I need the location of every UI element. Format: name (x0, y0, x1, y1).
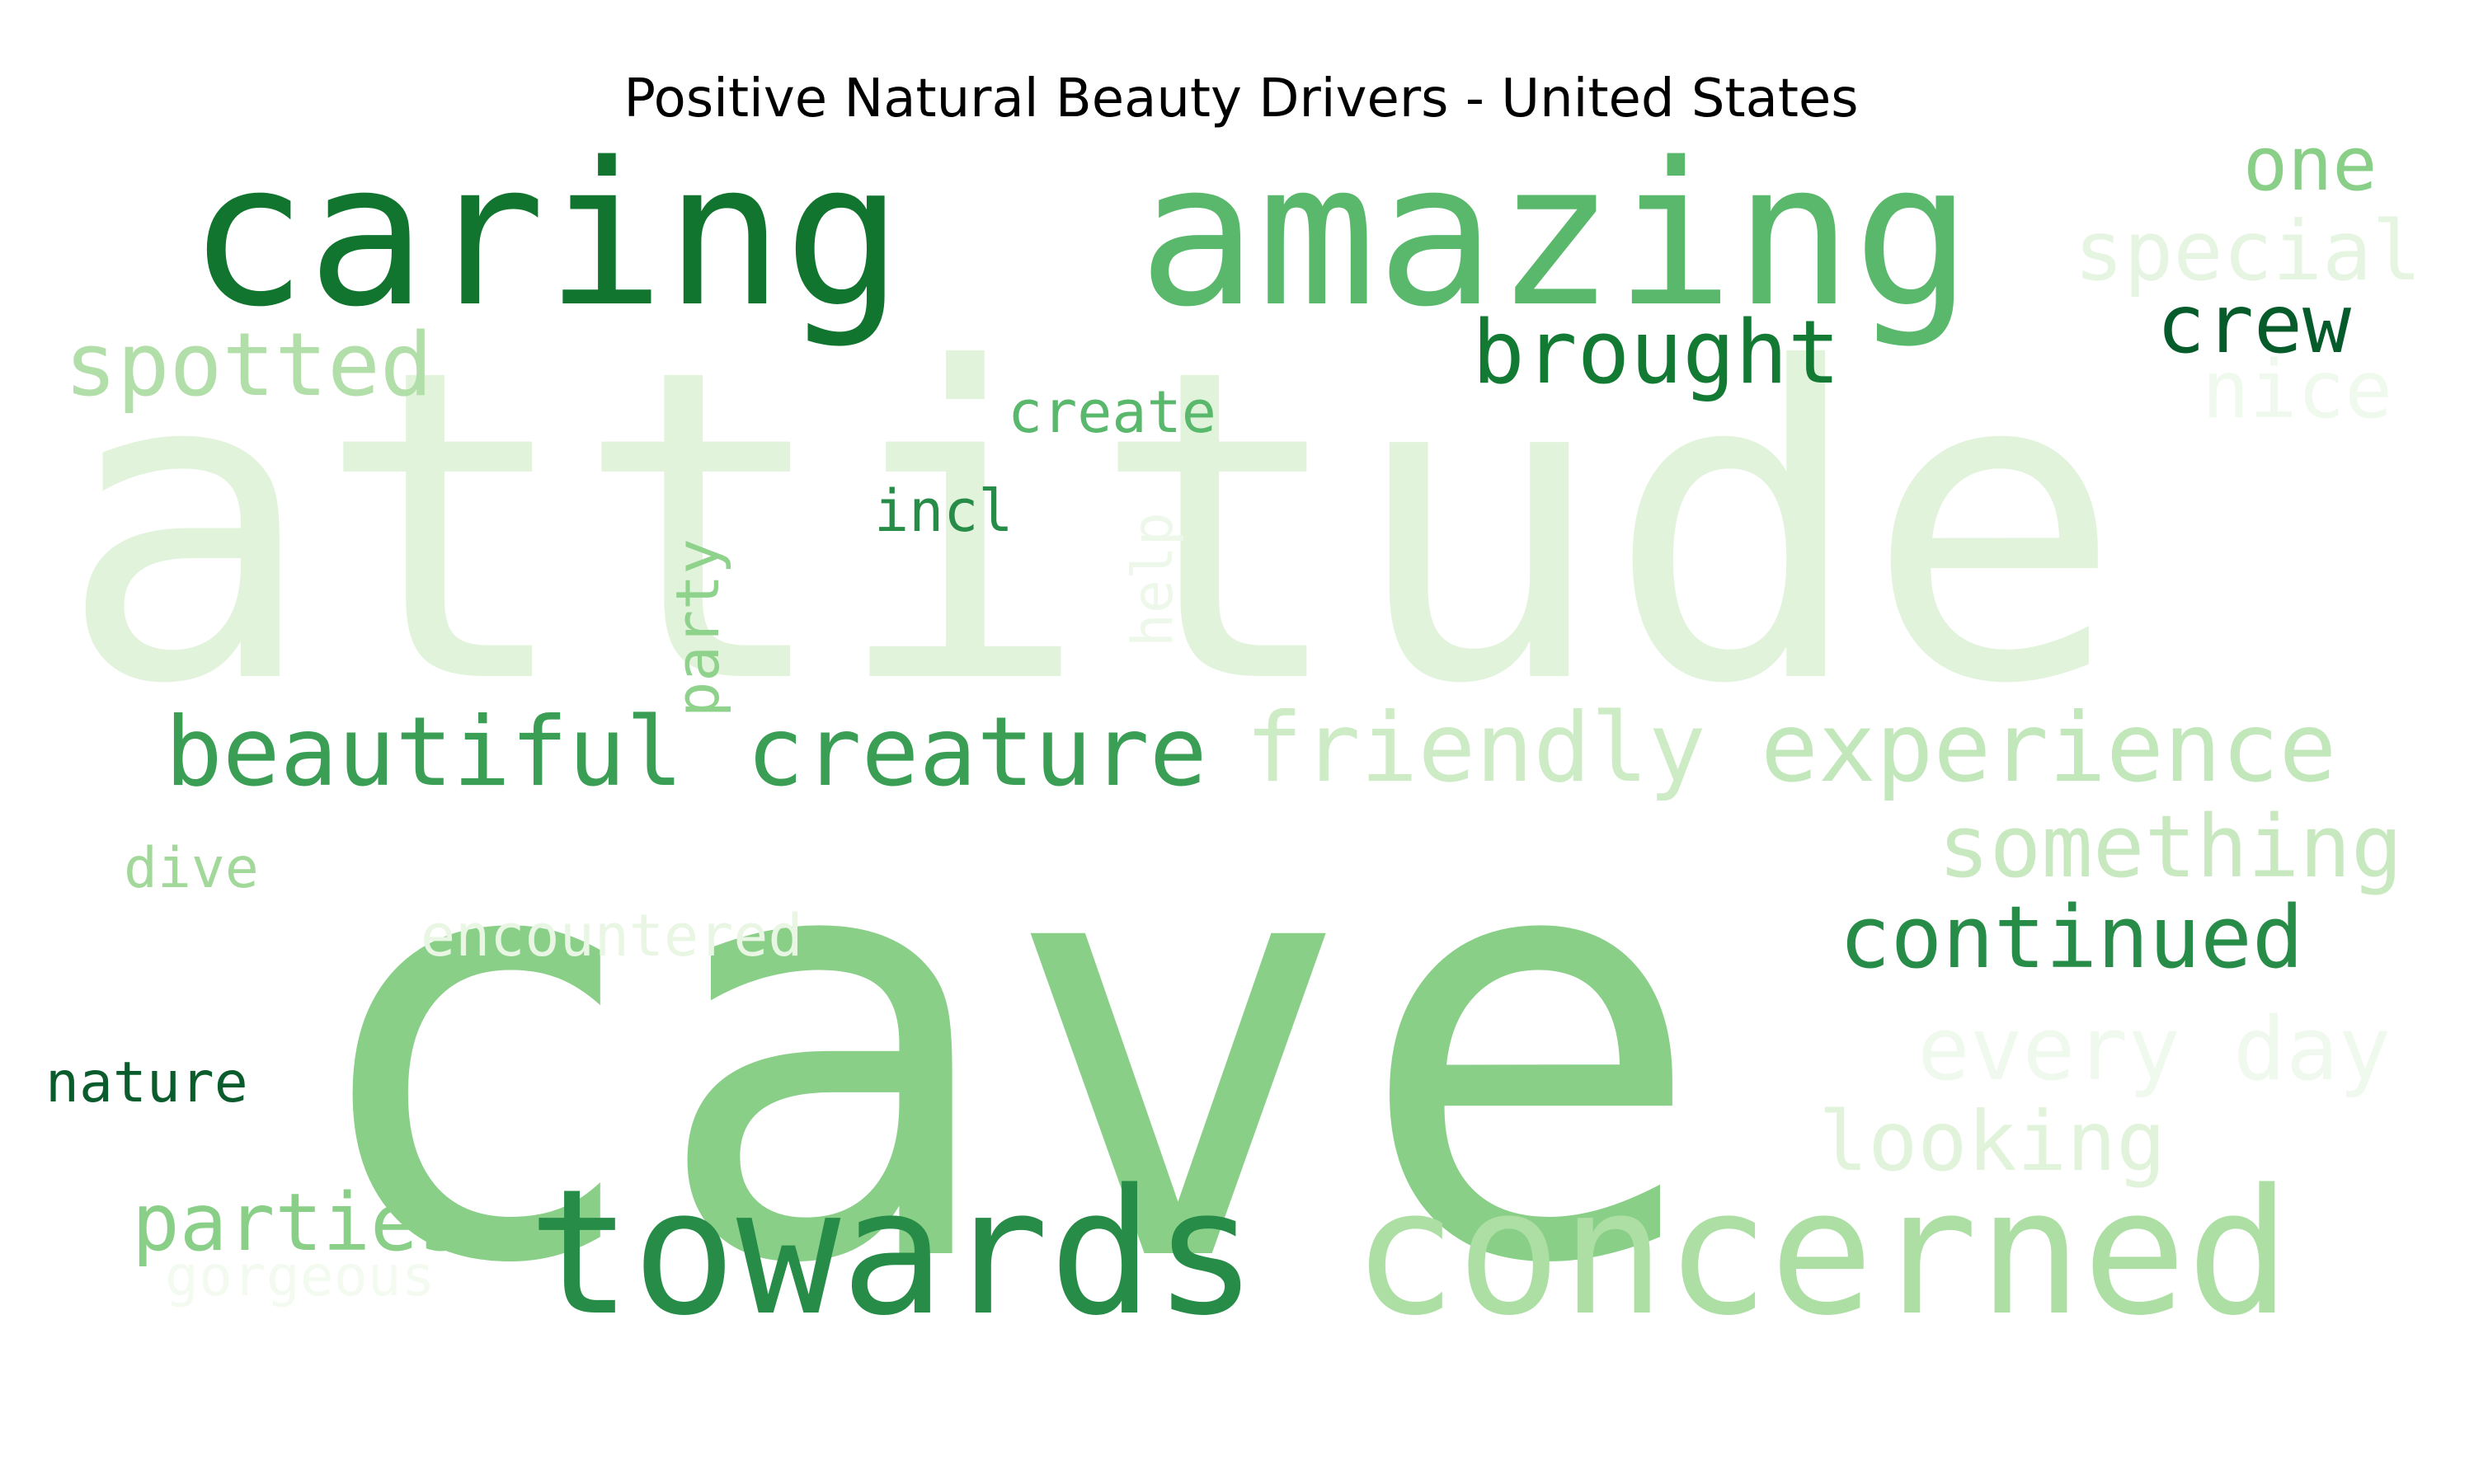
word-beautiful: beautiful (165, 697, 684, 808)
word-experience: experience (1761, 693, 2337, 804)
word-encountered: encountered (421, 902, 803, 970)
word-continued: continued (1839, 887, 2304, 988)
word-something: something (1938, 796, 2403, 897)
word-crew: crew (2157, 278, 2352, 372)
word-towards: towards (528, 1152, 1258, 1354)
word-attitude: attitude (58, 278, 2124, 777)
word-parties: parties (132, 1176, 466, 1269)
word-brought: brought (1472, 302, 1841, 403)
word-friendly: friendly (1245, 693, 1706, 804)
word-nature: nature (45, 1050, 248, 1115)
word-incl: incl (874, 477, 1014, 545)
word-concerned: concerned (1352, 1152, 2291, 1354)
word-one: one (2243, 121, 2378, 208)
word-create: create (1008, 378, 1216, 446)
word-creature: creature (746, 697, 1207, 808)
word-gorgeous: gorgeous (165, 1244, 435, 1309)
word-amazing: amazing (1138, 120, 1973, 350)
chart-title: Positive Natural Beauty Drivers - United… (623, 68, 1859, 129)
word-party: party (663, 538, 732, 717)
word-help: help (1121, 512, 1186, 647)
word-special: special (2074, 203, 2422, 299)
word-caring: caring (188, 120, 903, 350)
word-dive: dive (124, 836, 259, 901)
word-nice: nice (2202, 344, 2393, 436)
word-looking: looking (1818, 1093, 2166, 1190)
word-spotted: spotted (64, 314, 433, 416)
word-every-day: every day (1917, 998, 2392, 1100)
word-cave: cave (297, 711, 1707, 1392)
